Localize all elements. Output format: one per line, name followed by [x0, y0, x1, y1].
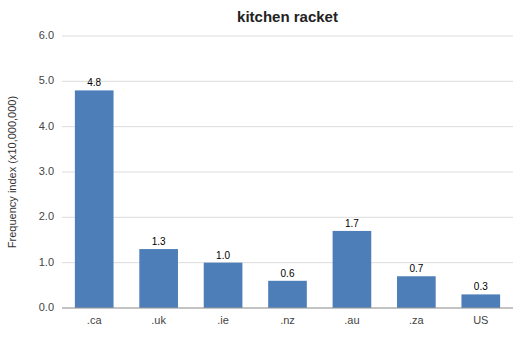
bar [333, 231, 372, 308]
data-label: 4.8 [87, 77, 101, 88]
grid [62, 36, 513, 308]
chart-container: 0.0 1.0 2.0 3.0 4.0 5.0 6.0 4.8 1.3 1.0 0.6 1.7 0.7 0… [0, 0, 527, 338]
data-label: 0.7 [409, 263, 423, 274]
x-tick-label: .ie [217, 314, 229, 326]
y-tick-label: 4.0 [39, 120, 54, 132]
y-tick-label: 3.0 [39, 165, 54, 177]
grid-line [62, 172, 513, 173]
grid-line [62, 126, 513, 127]
y-tick-label: 0.0 [39, 301, 54, 313]
y-tick-label: 5.0 [39, 74, 54, 86]
x-tick-label: .uk [151, 314, 166, 326]
bar [268, 281, 307, 308]
bar [204, 263, 243, 308]
x-tick-label: .au [344, 314, 359, 326]
data-label: 1.7 [345, 218, 359, 229]
bars [75, 90, 500, 308]
y-axis-label: Frequency index (x10,000,000) [6, 96, 18, 248]
x-tick-label: .za [409, 314, 425, 326]
bar [461, 294, 500, 308]
bar [75, 90, 114, 308]
x-tick-label: .nz [280, 314, 295, 326]
x-tick-label: .ca [87, 314, 103, 326]
x-axis-line [62, 308, 513, 309]
y-tick-label: 2.0 [39, 210, 54, 222]
data-label: 1.3 [152, 236, 166, 247]
grid-line [62, 308, 513, 309]
data-label: 0.6 [281, 268, 295, 279]
bar [139, 249, 178, 308]
data-label: 0.3 [474, 281, 488, 292]
x-tick-label: US [473, 314, 488, 326]
bar [397, 276, 436, 308]
title: kitchen racket [237, 8, 338, 25]
chart-svg: 0.0 1.0 2.0 3.0 4.0 5.0 6.0 4.8 1.3 1.0 0.6 1.7 0.7 0… [0, 0, 527, 338]
y-tick-label: 1.0 [39, 256, 54, 268]
grid-line [62, 262, 513, 263]
grid-line [62, 81, 513, 82]
y-tick-label: 6.0 [39, 29, 54, 41]
grid-line [62, 36, 513, 37]
grid-line [62, 217, 513, 218]
data-label: 1.0 [216, 250, 230, 261]
